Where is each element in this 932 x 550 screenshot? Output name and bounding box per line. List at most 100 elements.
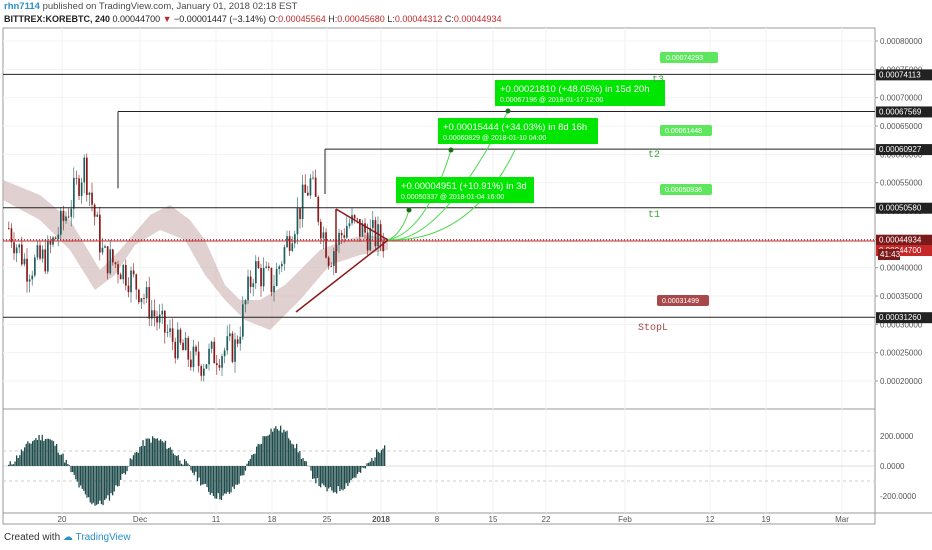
high-label: H: bbox=[328, 14, 338, 24]
oscillator-axis[interactable]: 200.0000 0.0000 -200.0000 bbox=[880, 432, 917, 501]
histogram-bar bbox=[262, 436, 264, 466]
histogram-bar bbox=[235, 466, 237, 485]
histogram-bar bbox=[377, 451, 379, 466]
down-arrow-icon: ▼ bbox=[162, 14, 172, 24]
candle bbox=[49, 240, 52, 245]
candle bbox=[65, 216, 67, 221]
candle bbox=[21, 244, 23, 265]
histogram-bar bbox=[347, 466, 349, 487]
candle bbox=[307, 192, 309, 196]
histogram-bar bbox=[316, 466, 319, 479]
histogram-bar bbox=[48, 438, 50, 466]
time-label-bg bbox=[878, 249, 900, 260]
histogram-bar bbox=[38, 435, 40, 466]
candle bbox=[270, 267, 273, 293]
time-axis[interactable]: 20 Dec 11 18 25 2018 8 15 22 Feb 12 19 Mar bbox=[58, 515, 850, 524]
histogram-bar bbox=[305, 461, 307, 466]
histogram-bar bbox=[358, 466, 360, 473]
histogram-bar bbox=[236, 466, 239, 485]
published-text: published on TradingView.com, January 01… bbox=[42, 1, 298, 12]
histogram-bar bbox=[27, 441, 29, 466]
level-price-box bbox=[876, 144, 932, 156]
histogram-bar bbox=[337, 466, 339, 487]
histogram-bar bbox=[113, 466, 115, 492]
histogram-bar bbox=[148, 438, 151, 466]
histogram-bar bbox=[105, 466, 107, 499]
candle bbox=[296, 208, 299, 235]
histogram-bar bbox=[278, 430, 280, 466]
histogram-bar bbox=[265, 436, 267, 466]
histogram-bar bbox=[292, 444, 295, 466]
candle bbox=[304, 184, 307, 193]
svg-text:0.00050936: 0.00050936 bbox=[665, 187, 702, 194]
low-label: L: bbox=[387, 14, 395, 24]
candle bbox=[70, 208, 73, 217]
candle bbox=[26, 258, 28, 282]
histogram-bar bbox=[112, 466, 114, 496]
histogram-bar bbox=[238, 466, 240, 484]
histogram-bar bbox=[44, 439, 47, 466]
tradingview-brand[interactable]: TradingView bbox=[75, 532, 131, 543]
histogram-bar bbox=[41, 434, 43, 466]
level-price-text: 0.00067569 bbox=[879, 107, 922, 116]
target-point bbox=[448, 147, 454, 153]
candle bbox=[36, 245, 39, 258]
candle bbox=[281, 263, 283, 267]
histogram-bar bbox=[84, 466, 87, 495]
candle bbox=[229, 333, 231, 337]
histogram-bar bbox=[131, 459, 133, 466]
candle bbox=[190, 359, 192, 368]
histogram-bar bbox=[302, 458, 304, 466]
histogram-bar bbox=[139, 446, 141, 466]
histogram-bar bbox=[268, 434, 271, 466]
tradingview-logo-icon[interactable]: ☁ bbox=[62, 532, 73, 543]
histogram-bar bbox=[376, 449, 378, 466]
histogram-bar bbox=[24, 447, 26, 466]
candle bbox=[340, 232, 343, 236]
price-tick-label: 0.00055000 bbox=[880, 179, 923, 188]
histogram-bar bbox=[171, 449, 173, 466]
candle bbox=[122, 265, 125, 280]
candle bbox=[338, 232, 340, 245]
histogram-bar bbox=[344, 466, 346, 489]
candle bbox=[286, 236, 288, 248]
candle bbox=[104, 246, 106, 248]
histogram-bar bbox=[70, 466, 72, 473]
candle bbox=[260, 268, 262, 287]
candles bbox=[8, 153, 385, 382]
candle bbox=[13, 242, 15, 254]
histogram-bar bbox=[240, 466, 242, 476]
level-price-tags: 0.00074113 0.00067569 0.00060927 0.00050580… bbox=[876, 69, 932, 324]
histogram-bar bbox=[32, 441, 34, 466]
author-link[interactable]: rhn7114 bbox=[4, 1, 40, 12]
histogram-bar bbox=[243, 466, 245, 476]
histogram-bar bbox=[310, 466, 312, 471]
candle bbox=[364, 223, 366, 233]
candle bbox=[333, 251, 335, 266]
histogram-bar bbox=[206, 466, 208, 488]
histogram-bar bbox=[46, 438, 48, 466]
histogram-bar bbox=[286, 430, 288, 466]
histogram-bar bbox=[371, 458, 373, 466]
candle bbox=[75, 177, 78, 179]
candle bbox=[348, 223, 351, 227]
candle bbox=[309, 178, 312, 196]
candle bbox=[78, 178, 80, 196]
svg-text:StopL: StopL bbox=[638, 323, 668, 334]
candle bbox=[47, 240, 49, 272]
histogram-bar bbox=[363, 466, 365, 469]
candle bbox=[91, 192, 93, 205]
histogram-bar bbox=[80, 466, 82, 486]
histogram-bar bbox=[152, 436, 154, 466]
level-price-text: 0.00031260 bbox=[879, 313, 922, 322]
candle bbox=[164, 310, 166, 333]
histogram-bar bbox=[120, 466, 122, 480]
candle bbox=[125, 265, 127, 286]
histogram-bar bbox=[320, 466, 322, 488]
level-price-box bbox=[876, 312, 932, 324]
histogram-bar bbox=[193, 466, 195, 476]
histogram-bar bbox=[140, 446, 143, 466]
close-value: 0.00044934 bbox=[453, 14, 502, 24]
histogram-bar bbox=[204, 466, 207, 484]
